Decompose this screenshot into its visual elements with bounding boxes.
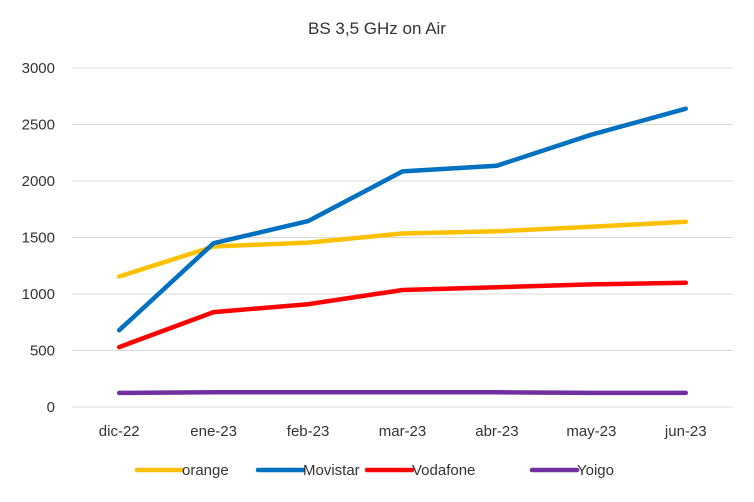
data-point-orange [118, 275, 120, 277]
y-tick-label: 1500 [22, 230, 55, 247]
y-tick-label: 2000 [22, 173, 55, 190]
data-point-vodafone [402, 289, 403, 291]
legend-label-orange: orange [182, 462, 229, 479]
y-tick-label: 2500 [22, 117, 55, 134]
chart-title: BS 3,5 GHz on Air [308, 19, 446, 38]
gridlines [72, 67, 733, 408]
data-point-movistar [402, 170, 403, 172]
x-tick-label: feb-23 [287, 423, 330, 440]
data-point-yoigo [590, 392, 592, 394]
data-point-vodafone [213, 311, 215, 313]
data-point-vodafone [118, 346, 120, 348]
data-point-orange [685, 221, 687, 223]
data-point-orange [307, 242, 309, 244]
data-point-movistar [213, 242, 215, 244]
legend: orange Movistar Vodafone Yoigo [134, 462, 614, 479]
data-point-yoigo [118, 392, 120, 394]
data-point-yoigo [496, 391, 498, 393]
x-tick-label: mar-23 [379, 423, 427, 440]
data-point-movistar [307, 220, 309, 222]
data-point-movistar [496, 165, 498, 167]
y-tick-label: 500 [30, 343, 55, 360]
legend-label-movistar: Movistar [303, 462, 360, 479]
y-tick-label: 3000 [22, 60, 55, 77]
x-tick-label: abr-23 [475, 423, 518, 440]
y-tick-label: 0 [47, 399, 55, 416]
data-point-vodafone [307, 303, 309, 305]
series-line-movistar [116, 106, 689, 333]
x-tick-label: jun-23 [664, 423, 707, 440]
series-lines [116, 106, 689, 396]
data-point-yoigo [685, 392, 687, 394]
series-line-vodafone [116, 280, 689, 350]
data-point-orange [590, 226, 592, 228]
x-tick-label: ene-23 [190, 423, 237, 440]
data-point-movistar [118, 329, 120, 331]
legend-label-vodafone: Vodafone [412, 462, 475, 479]
data-point-yoigo [402, 391, 403, 393]
data-point-orange [496, 230, 498, 232]
data-point-vodafone [685, 282, 687, 284]
x-axis-ticks: dic-22 ene-23 feb-23 mar-23 abr-23 may-23 jun-… [99, 423, 707, 440]
data-point-orange [402, 233, 403, 235]
data-point-yoigo [307, 391, 309, 393]
y-axis-ticks: 0 500 1000 1500 2000 2500 3000 [22, 60, 55, 416]
data-point-yoigo [213, 391, 215, 393]
data-point-vodafone [590, 283, 592, 285]
data-point-movistar [590, 134, 592, 136]
y-tick-label: 1000 [22, 286, 55, 303]
data-point-movistar [685, 108, 687, 110]
legend-label-yoigo: Yoigo [577, 462, 614, 479]
data-point-vodafone [496, 286, 498, 288]
x-tick-label: may-23 [566, 423, 616, 440]
x-tick-label: dic-22 [99, 423, 140, 440]
